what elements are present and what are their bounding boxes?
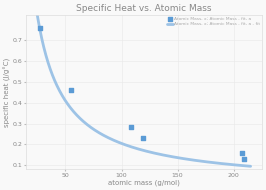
Atomic Mass, x; Atomic Mass - fit, a: [141, 137, 145, 140]
Atomic Mass, x; Atomic Mass - fit, a: [38, 27, 42, 30]
Atomic Mass, x; Atomic Mass - fit, a: [128, 125, 133, 128]
Atomic Mass, x; Atomic Mass - fit, a - fit: [59, 91, 62, 93]
Atomic Mass, x; Atomic Mass - fit, a - fit: [103, 135, 106, 137]
Atomic Mass, x; Atomic Mass - fit, a: [239, 151, 244, 154]
Atomic Mass, x; Atomic Mass - fit, a - fit: [249, 165, 252, 167]
Atomic Mass, x; Atomic Mass - fit, a - fit: [169, 155, 172, 158]
Atomic Mass, x; Atomic Mass - fit, a - fit: [189, 158, 192, 161]
Atomic Mass, x; Atomic Mass - fit, a: [69, 89, 73, 92]
Legend: Atomic Mass, x; Atomic Mass - fit, a, Atomic Mass, x; Atomic Mass - fit, a - fit: Atomic Mass, x; Atomic Mass - fit, a, At…: [167, 17, 260, 27]
Title: Specific Heat vs. Atomic Mass: Specific Heat vs. Atomic Mass: [76, 4, 212, 13]
Y-axis label: specific heat (J/g°C): specific heat (J/g°C): [4, 58, 11, 127]
Line: Atomic Mass, x; Atomic Mass - fit, a - fit: Atomic Mass, x; Atomic Mass - fit, a - f…: [34, 0, 251, 166]
X-axis label: atomic mass (g/mol): atomic mass (g/mol): [108, 179, 180, 186]
Atomic Mass, x; Atomic Mass - fit, a - fit: [190, 159, 193, 161]
Atomic Mass, x; Atomic Mass - fit, a - fit: [118, 142, 121, 144]
Atomic Mass, x; Atomic Mass - fit, a: [242, 158, 246, 161]
